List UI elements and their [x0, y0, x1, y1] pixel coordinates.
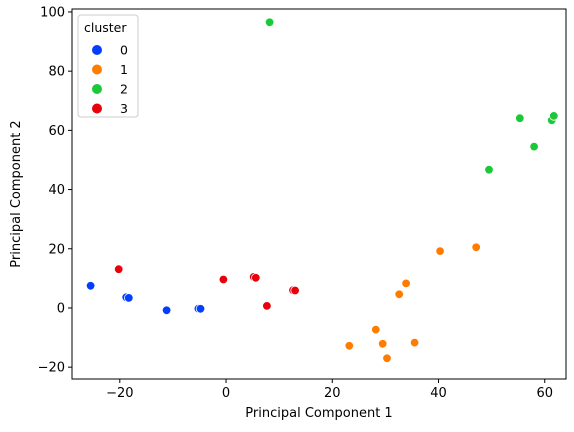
legend-label-1: 1: [120, 62, 128, 77]
cluster-1-point-5: [401, 278, 411, 289]
y-tick-label: 80: [48, 65, 65, 80]
cluster-2-point-1: [484, 164, 494, 175]
y-axis-label: Principal Component 2: [9, 120, 24, 267]
legend-marker-0: [92, 45, 102, 55]
cluster-2-point-5: [549, 111, 559, 121]
cluster-2-point-3: [529, 141, 539, 152]
cluster-3-point-4: [262, 301, 272, 311]
cluster-1-point-2: [378, 339, 388, 349]
x-tick-label: 20: [324, 386, 341, 401]
legend-marker-1: [92, 64, 102, 75]
legend-label-2: 2: [120, 82, 128, 97]
legend-marker-3: [92, 103, 102, 114]
legend-marker-2: [92, 84, 102, 94]
cluster-0-point-3: [161, 305, 172, 316]
legend-title: cluster: [84, 20, 127, 35]
y-tick-label: −20: [38, 361, 65, 376]
y-tick-label: 20: [48, 242, 65, 257]
cluster-2-point-0: [264, 17, 275, 28]
cluster-1-point-1: [371, 324, 381, 335]
cluster-1-point-0: [344, 341, 355, 351]
x-tick-label: 40: [430, 386, 447, 401]
x-tick-label: −20: [106, 386, 133, 401]
y-tick-label: 60: [48, 124, 65, 139]
cluster-1-point-6: [409, 337, 420, 348]
y-tick-label: 40: [48, 183, 65, 198]
x-tick-label: 0: [222, 386, 230, 401]
cluster-0-point-5: [195, 304, 206, 314]
legend-label-3: 3: [120, 101, 128, 116]
legend-label-0: 0: [120, 43, 128, 58]
legend: cluster 0 1 2 3: [77, 14, 139, 118]
cluster-1-point-7: [435, 246, 445, 256]
legend-entries: 0 1 2 3: [92, 43, 128, 116]
cluster-1-point-3: [382, 353, 392, 364]
cluster-3-point-1: [218, 274, 229, 285]
cluster-2-point-2: [515, 113, 525, 123]
y-tick-label: 0: [57, 301, 65, 316]
y-tick-label: 100: [40, 5, 65, 20]
cluster-3-point-3: [251, 273, 261, 283]
x-tick-label: 60: [536, 386, 553, 401]
cluster-1-point-4: [394, 289, 404, 300]
x-axis-label: Principal Component 1: [245, 406, 392, 421]
cluster-3-point-0: [113, 264, 124, 274]
cluster-3-point-6: [290, 285, 300, 296]
points-layer: [85, 17, 559, 364]
plot-frame: [71, 8, 567, 380]
cluster-0-point-2: [124, 293, 134, 303]
cluster-0-point-0: [85, 281, 96, 291]
cluster-1-point-8: [471, 242, 481, 253]
